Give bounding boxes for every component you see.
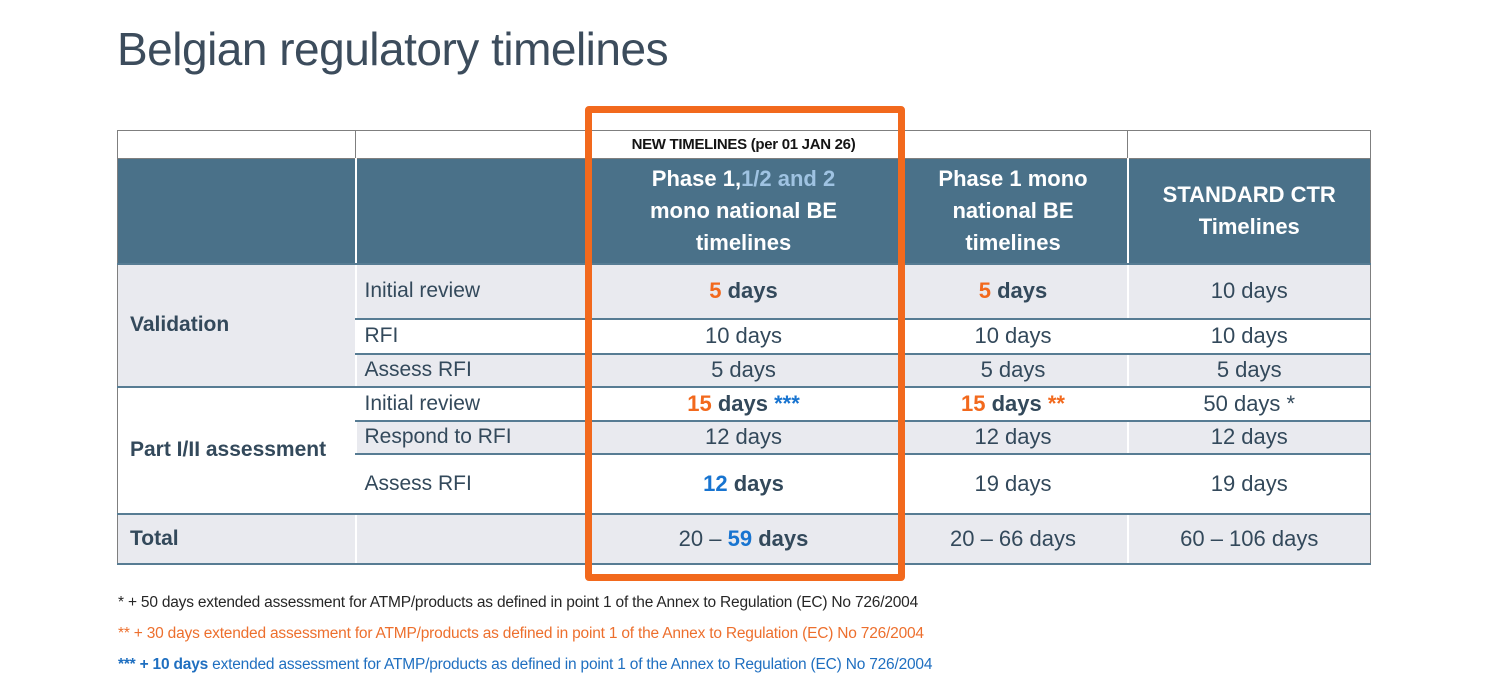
value-cell: 5 days bbox=[897, 263, 1128, 320]
page-title: Belgian regulatory timelines bbox=[117, 23, 669, 75]
value-segment: 10 days bbox=[1210, 323, 1288, 348]
column-header-0 bbox=[117, 158, 356, 265]
value-segment: 20 – 66 days bbox=[950, 525, 1076, 551]
column-header-4: STANDARD CTR Timelines bbox=[1126, 158, 1371, 265]
value-cell: 60 – 106 days bbox=[1126, 513, 1371, 565]
column-header-segment: mono national BE timelines bbox=[650, 197, 837, 255]
value-segment: 10 days bbox=[1210, 278, 1288, 303]
row-label: Initial review bbox=[354, 386, 589, 422]
value-segment: 5 bbox=[709, 278, 722, 303]
footnotes: * + 50 days extended assessment for ATMP… bbox=[118, 594, 932, 687]
value-cell: 5 days bbox=[1126, 353, 1371, 388]
row-label: Assess RFI bbox=[354, 453, 589, 515]
value-segment: days bbox=[711, 390, 775, 416]
value-segment: 12 days bbox=[1210, 424, 1288, 449]
value-segment: 10 days bbox=[974, 323, 1052, 348]
category-cell: Total bbox=[117, 513, 356, 565]
footnote-segment: extended assessment for ATMP/products as… bbox=[208, 656, 933, 673]
value-segment: 15 bbox=[687, 390, 712, 416]
banner-cell-empty bbox=[1127, 130, 1371, 159]
table-row: Total 20 – 59 days 20 – 66 days 60 – 106 da… bbox=[117, 513, 1371, 565]
category-cell: Part I/II assessment bbox=[117, 386, 356, 515]
value-cell: 10 days bbox=[587, 318, 899, 355]
footnote-3: *** + 10 days extended assessment for AT… bbox=[118, 656, 932, 678]
row-label: Assess RFI bbox=[354, 353, 589, 388]
value-segment: days bbox=[990, 278, 1048, 303]
value-segment: 5 days bbox=[1216, 357, 1282, 382]
value-cell: 10 days bbox=[1126, 318, 1371, 355]
banner-cell-empty bbox=[117, 130, 356, 159]
value-segment: days bbox=[727, 470, 784, 496]
column-header-segment: Phase 1, bbox=[651, 165, 742, 191]
row-label: Initial review bbox=[354, 263, 589, 320]
column-header-segment: 1/2 and 2 bbox=[741, 165, 836, 191]
banner-cell-empty bbox=[898, 130, 1128, 159]
value-cell: 5 days bbox=[897, 353, 1128, 388]
value-segment: 20 – bbox=[678, 525, 728, 551]
column-header-1 bbox=[354, 158, 589, 265]
footnote-segment: *** + 10 days bbox=[118, 656, 209, 673]
value-segment: 19 days bbox=[1210, 470, 1288, 496]
row-label: RFI bbox=[354, 318, 589, 355]
value-segment: 50 days * bbox=[1203, 390, 1296, 416]
footnote-segment: * + 50 days extended assessment for ATMP… bbox=[118, 594, 919, 611]
value-segment: ** bbox=[1047, 390, 1065, 416]
value-cell: 12 days bbox=[1126, 420, 1371, 455]
value-segment: 19 days bbox=[974, 470, 1052, 496]
table-row: Part I/II assessment Initial review 15 day… bbox=[117, 386, 1371, 515]
value-cell: 10 days bbox=[1126, 263, 1371, 320]
value-cell: 50 days * bbox=[1126, 386, 1371, 422]
row-label bbox=[354, 513, 589, 565]
value-segment: 12 days bbox=[974, 424, 1052, 449]
value-cell: 10 days bbox=[897, 318, 1128, 355]
value-cell: 12 days bbox=[587, 420, 899, 455]
value-cell: 12 days bbox=[897, 420, 1128, 455]
footnote-2: ** + 30 days extended assessment for ATM… bbox=[118, 625, 932, 647]
table-row: Respond to RFI 12 days 12 days 12 days bbox=[118, 420, 1371, 455]
column-header-2: Phase 1,1/2 and 2 mono national BE timel… bbox=[587, 158, 899, 265]
value-segment: 59 bbox=[727, 525, 753, 551]
value-segment: 5 bbox=[978, 278, 991, 303]
value-segment: 10 days bbox=[704, 323, 783, 348]
value-segment: 60 – 106 days bbox=[1180, 525, 1319, 551]
value-segment: 5 days bbox=[980, 357, 1046, 382]
value-segment: days bbox=[985, 390, 1048, 416]
value-segment: 12 days bbox=[704, 424, 783, 449]
value-cell: 5 days bbox=[587, 353, 899, 388]
value-cell: 19 days bbox=[897, 453, 1128, 515]
table-row: RFI 10 days 10 days 10 days bbox=[118, 318, 1371, 355]
value-segment: 12 bbox=[703, 470, 728, 496]
timelines-table-grid: NEW TIMELINES (per 01 JAN 26) Phase 1,1/2… bbox=[117, 130, 1371, 565]
footnote-segment: ** + 30 days extended assessment for ATM… bbox=[118, 625, 924, 642]
timelines-table: NEW TIMELINES (per 01 JAN 26) Phase 1,1/2… bbox=[117, 130, 1371, 565]
table-row: Validation Initial review 5 days 5 days 10 d… bbox=[117, 263, 1371, 388]
value-cell: 12 days bbox=[587, 453, 899, 515]
category-cell: Validation bbox=[117, 263, 356, 388]
value-cell: 15 days ** bbox=[897, 386, 1128, 422]
header-row: Phase 1,1/2 and 2 mono national BE timel… bbox=[117, 158, 1371, 265]
value-segment: 15 bbox=[961, 390, 986, 416]
column-header-3: Phase 1 mono national BE timelines bbox=[897, 158, 1128, 265]
footnote-1: * + 50 days extended assessment for ATMP… bbox=[118, 594, 932, 616]
value-segment: 5 days bbox=[711, 357, 776, 382]
column-header-segment: Phase 1 mono national BE timelines bbox=[938, 165, 1088, 255]
value-cell: 20 – 66 days bbox=[897, 513, 1128, 565]
value-cell: 19 days bbox=[1126, 453, 1371, 515]
value-segment: days bbox=[752, 525, 809, 551]
value-cell: 15 days *** bbox=[587, 386, 899, 422]
value-segment: *** bbox=[774, 390, 800, 416]
banner-cell-empty bbox=[355, 130, 589, 159]
value-segment: days bbox=[721, 278, 778, 303]
table-row: Assess RFI 5 days 5 days 5 days bbox=[118, 353, 1371, 388]
new-timelines-banner: NEW TIMELINES (per 01 JAN 26) bbox=[588, 130, 899, 159]
value-cell: 20 – 59 days bbox=[587, 513, 899, 565]
banner-row: NEW TIMELINES (per 01 JAN 26) bbox=[117, 130, 1371, 159]
column-header-segment: STANDARD CTR Timelines bbox=[1162, 181, 1336, 239]
value-cell: 5 days bbox=[587, 263, 899, 320]
table-row: Assess RFI 12 days 19 days 19 days bbox=[118, 453, 1371, 515]
row-label: Respond to RFI bbox=[354, 420, 589, 455]
